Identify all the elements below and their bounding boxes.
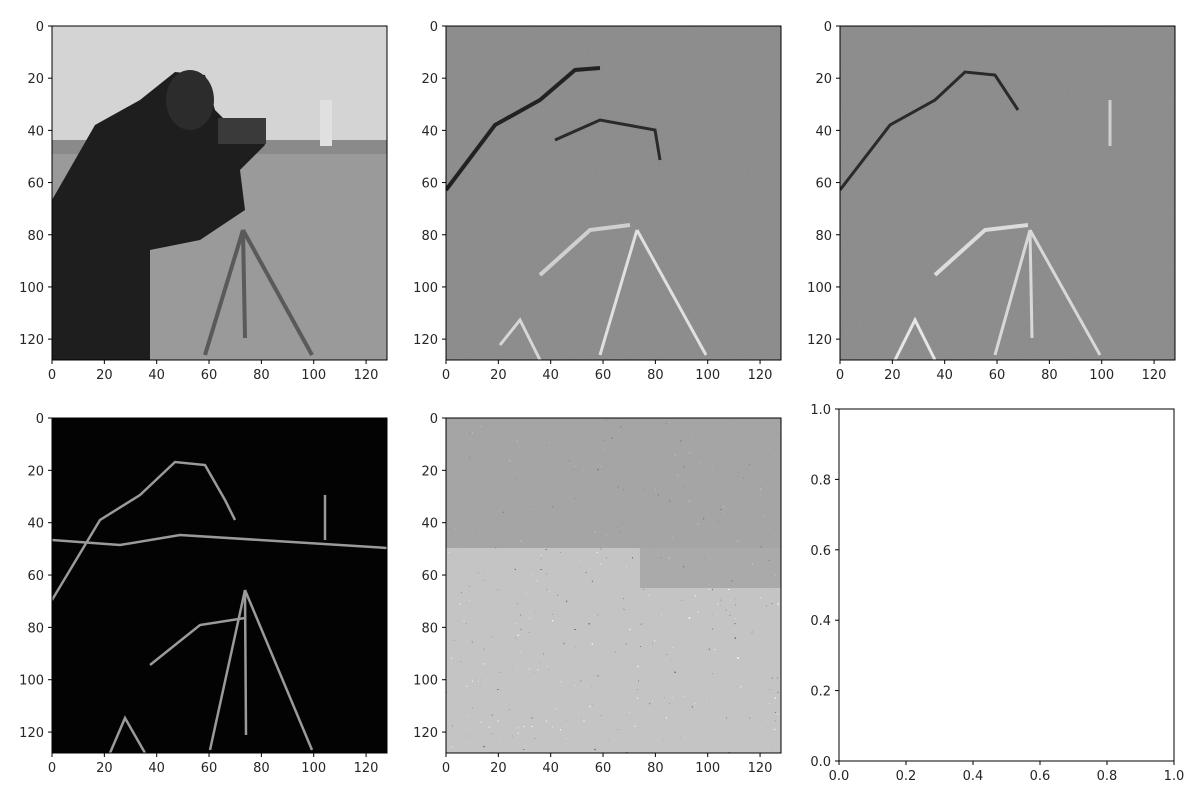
x-tick-label: 120 (354, 761, 379, 776)
y-tick-label: 60 (815, 177, 832, 192)
x-tick-label: 40 (542, 368, 559, 383)
y-tick-label: 0 (430, 20, 438, 35)
y-tick-label: 0.0 (810, 755, 831, 770)
y-tick-label: 120 (413, 333, 438, 348)
panel-original-image (52, 26, 387, 360)
y-tick-label: 20 (815, 72, 832, 87)
x-tick-label: 80 (647, 761, 664, 776)
panel-gradient-y-frame (839, 25, 1176, 361)
y-tick-label: 0 (36, 20, 44, 35)
y-tick-label: 100 (19, 281, 44, 296)
x-tick-label: 60 (201, 368, 218, 383)
panel-gradient-orientation (446, 418, 781, 753)
x-tick-label: 80 (253, 368, 270, 383)
y-tick-label: 100 (19, 674, 44, 689)
x-tick-label: 60 (595, 368, 612, 383)
y-tick-label: 20 (27, 72, 44, 87)
y-tick-label: 120 (19, 726, 44, 741)
x-tick-label: 20 (490, 368, 507, 383)
y-tick-label: 80 (421, 621, 438, 636)
x-tick-label: 1.0 (1164, 769, 1185, 784)
x-tick-label: 0.8 (1097, 769, 1118, 784)
x-tick-label: 0 (836, 368, 844, 383)
panel-original-frame (51, 25, 388, 361)
y-tick-label: 80 (27, 621, 44, 636)
x-tick-label: 80 (1041, 368, 1058, 383)
y-tick-label: 0.4 (810, 614, 831, 629)
y-tick-label: 0 (430, 412, 438, 427)
y-tick-label: 40 (421, 124, 438, 139)
x-tick-label: 0 (48, 368, 56, 383)
y-tick-label: 100 (413, 281, 438, 296)
x-tick-label: 120 (1142, 368, 1167, 383)
x-tick-label: 20 (490, 761, 507, 776)
x-tick-label: 0 (48, 761, 56, 776)
panel-gradient-y (840, 26, 1175, 360)
panel-gradient-x (446, 26, 781, 360)
x-tick-label: 40 (148, 761, 165, 776)
x-tick-label: 80 (647, 368, 664, 383)
y-tick-label: 120 (413, 726, 438, 741)
panel-empty-frame (838, 408, 1175, 762)
y-tick-label: 40 (27, 124, 44, 139)
x-tick-label: 120 (748, 761, 773, 776)
y-tick-label: 100 (413, 674, 438, 689)
x-tick-label: 0.0 (829, 769, 850, 784)
panel-gradient-orientation-frame (445, 417, 782, 754)
y-tick-label: 1.0 (810, 403, 831, 418)
panel-empty (839, 409, 1174, 761)
y-tick-label: 20 (421, 464, 438, 479)
x-tick-label: 20 (96, 761, 113, 776)
x-tick-label: 40 (148, 368, 165, 383)
x-tick-label: 100 (695, 368, 720, 383)
x-tick-label: 40 (542, 761, 559, 776)
x-tick-label: 100 (1089, 368, 1114, 383)
panel-gradient-magnitude-frame (51, 417, 388, 754)
y-tick-label: 100 (807, 281, 832, 296)
x-tick-label: 0 (442, 368, 450, 383)
x-tick-label: 0.4 (963, 769, 984, 784)
y-tick-label: 0.8 (810, 473, 831, 488)
x-tick-label: 20 (884, 368, 901, 383)
x-tick-label: 100 (301, 368, 326, 383)
panel-gradient-x-frame (445, 25, 782, 361)
panel-gradient-magnitude (52, 418, 387, 753)
y-tick-label: 80 (815, 229, 832, 244)
x-tick-label: 80 (253, 761, 270, 776)
y-tick-label: 40 (27, 517, 44, 532)
y-tick-label: 0.2 (810, 685, 831, 700)
y-tick-label: 60 (421, 569, 438, 584)
x-tick-label: 100 (301, 761, 326, 776)
x-tick-label: 60 (989, 368, 1006, 383)
y-tick-label: 0.6 (810, 544, 831, 559)
axis-ticks: 0 20 40 60 80 100 120 0 20 40 60 80 100 120 0 20 40 60 80 1… (19, 20, 1184, 784)
y-tick-label: 40 (421, 517, 438, 532)
y-tick-label: 120 (19, 333, 44, 348)
x-tick-label: 0 (442, 761, 450, 776)
y-tick-label: 0 (36, 412, 44, 427)
x-tick-label: 20 (96, 368, 113, 383)
x-tick-label: 0.2 (896, 769, 917, 784)
x-tick-label: 0.6 (1030, 769, 1051, 784)
x-tick-label: 40 (936, 368, 953, 383)
y-tick-label: 120 (807, 333, 832, 348)
y-tick-label: 60 (27, 177, 44, 192)
y-tick-label: 0 (824, 20, 832, 35)
x-tick-label: 60 (201, 761, 218, 776)
x-tick-label: 120 (354, 368, 379, 383)
y-tick-label: 80 (421, 229, 438, 244)
y-tick-label: 20 (421, 72, 438, 87)
y-tick-label: 40 (815, 124, 832, 139)
x-tick-label: 60 (595, 761, 612, 776)
x-tick-label: 120 (748, 368, 773, 383)
y-tick-label: 20 (27, 464, 44, 479)
x-tick-label: 100 (695, 761, 720, 776)
y-tick-label: 80 (27, 229, 44, 244)
y-tick-label: 60 (27, 569, 44, 584)
y-tick-label: 60 (421, 177, 438, 192)
